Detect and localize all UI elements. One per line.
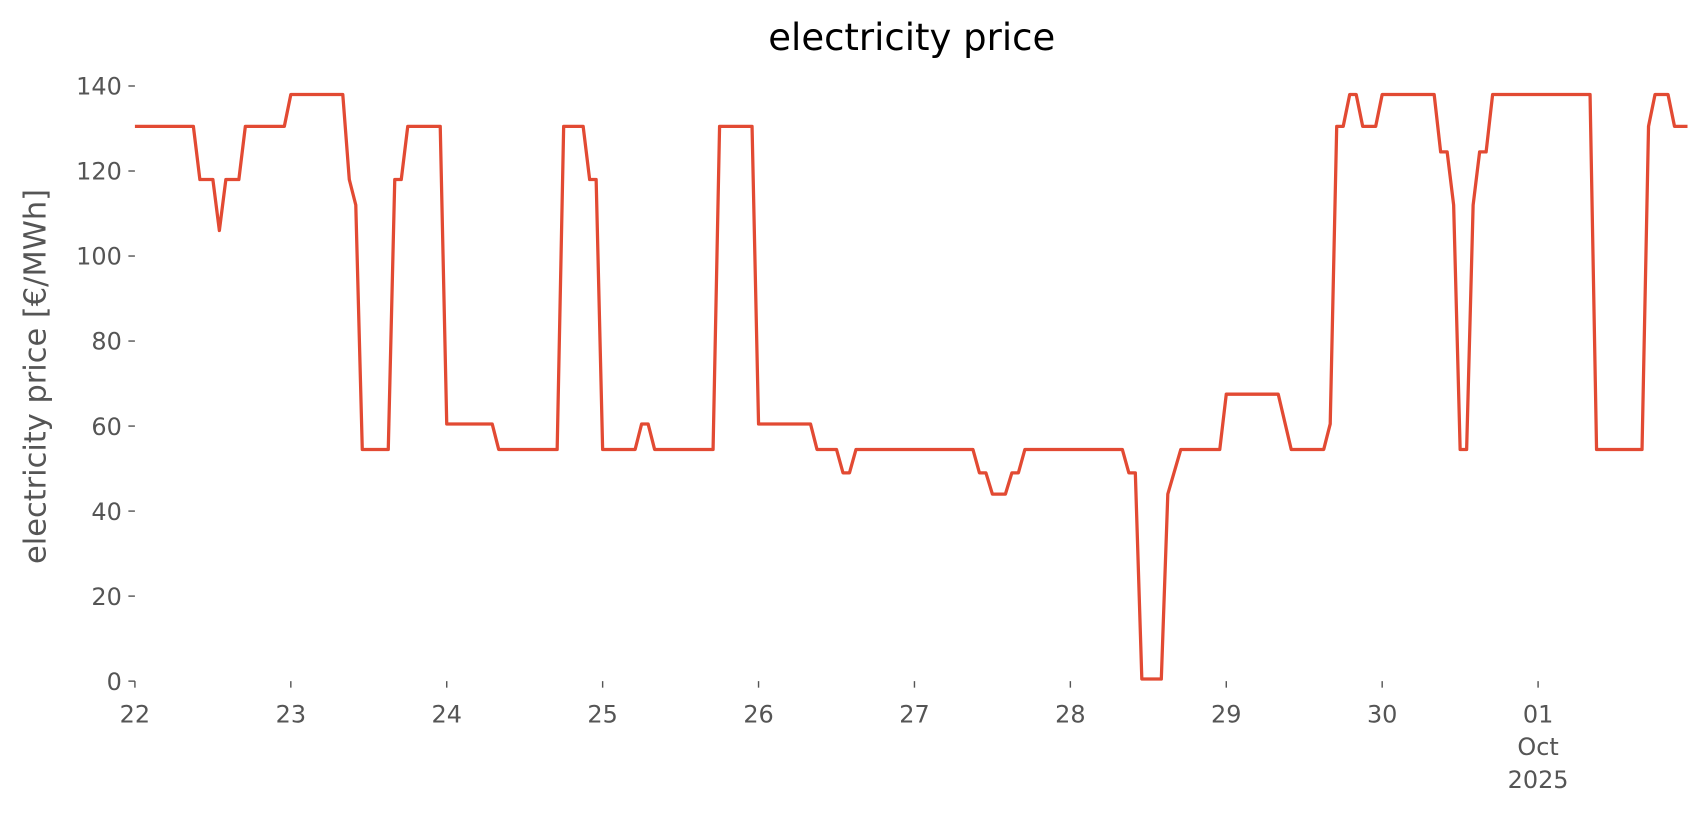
price-line xyxy=(134,92,1688,681)
x-tick-label: 25 xyxy=(587,700,617,728)
y-tick-label: 20 xyxy=(91,583,121,611)
y-tick-label: 60 xyxy=(91,413,121,441)
y-axis-label: electricity price [€/MWh] xyxy=(19,189,54,564)
y-tick-label: 120 xyxy=(76,158,122,186)
x-tick-label: 27 xyxy=(899,700,929,728)
x-tick-label: 30 xyxy=(1367,700,1397,728)
y-tick-label: 80 xyxy=(91,328,121,356)
y-tick-label: 100 xyxy=(76,243,122,271)
x-tick-label: 23 xyxy=(276,700,306,728)
chart-title: electricity price xyxy=(768,16,1055,59)
x-tick-label: 28 xyxy=(1055,700,1085,728)
y-tick-label: 40 xyxy=(91,498,121,526)
x-tick-label: 01 Oct 2025 xyxy=(1508,700,1569,793)
x-tick-label: 24 xyxy=(432,700,462,728)
x-tick-label: 22 xyxy=(120,700,150,728)
y-tick-label: 0 xyxy=(107,668,122,696)
x-tick-label: 29 xyxy=(1211,700,1241,728)
x-tick-label: 26 xyxy=(743,700,773,728)
y-tick-label: 140 xyxy=(76,73,122,101)
